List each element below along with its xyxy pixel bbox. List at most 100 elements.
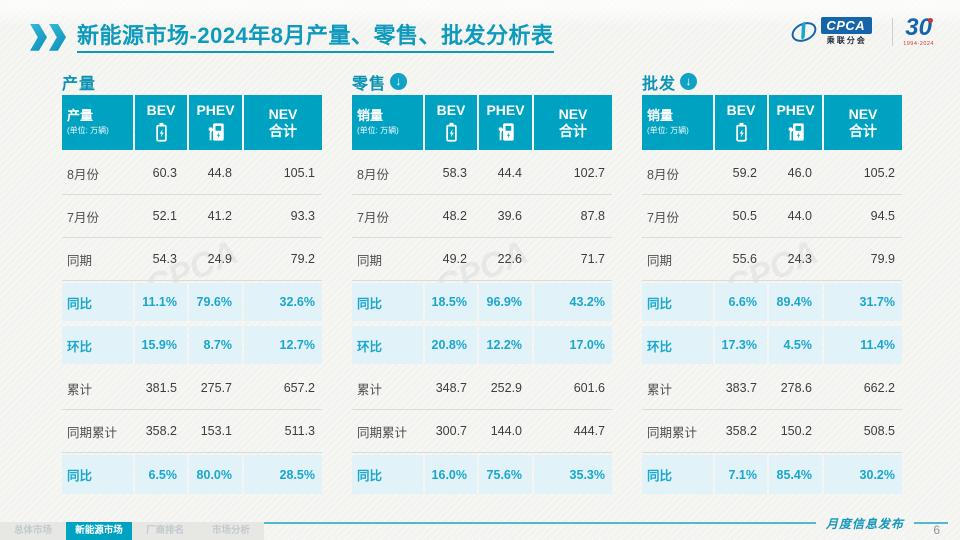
value-cell: 657.2	[283, 381, 315, 395]
value-cell: 144.0	[490, 424, 522, 438]
table-row: 7月份 48.2 39.6 87.8	[352, 195, 612, 238]
value-cell: 79.6%	[189, 281, 242, 323]
battery-icon	[155, 122, 167, 142]
cpca-name: 乘联分会	[826, 36, 867, 45]
footer-tab-4[interactable]: 市场分析	[198, 522, 264, 540]
footer-tab-2[interactable]: 新能源市场	[66, 522, 132, 540]
value-cell: 58.3	[442, 166, 467, 180]
value-cell: 18.5%	[425, 281, 477, 323]
metric-label: 销量	[357, 108, 384, 124]
table-row: 7月份 52.1 41.2 93.3	[62, 195, 322, 238]
total-column-label: NEV	[268, 106, 298, 123]
value-cell: 80.0%	[189, 453, 242, 496]
page-title-topic: 新能源市场	[77, 23, 190, 48]
value-cell: 48.2	[442, 209, 467, 223]
table-wholesale: CPCA 批发 ↓ 销量 (单位: 万辆) BEV PHEV NEV 合计 8月份 59.2 46.0…	[642, 71, 902, 496]
header-cell-phev: PHEV	[189, 95, 242, 150]
metric-label: 销量	[647, 108, 674, 124]
value-cell: 102.7	[573, 166, 605, 180]
table-row: 同比 7.1% 85.4% 30.2%	[642, 453, 902, 496]
table-row: 同比 6.5% 80.0% 28.5%	[62, 453, 322, 496]
row-label: 同期累计	[357, 425, 408, 440]
table-header-row: 销量 (单位: 万辆) BEV PHEV NEV 合计	[642, 95, 902, 150]
row-label: 同比	[642, 453, 713, 496]
charger-icon	[788, 122, 804, 141]
value-cell: 55.6	[732, 252, 757, 266]
header-cell-phev: PHEV	[769, 95, 822, 150]
value-cell: 52.1	[152, 209, 177, 223]
metric-unit: (单位: 万辆)	[67, 126, 109, 136]
value-cell: 32.6%	[244, 281, 322, 323]
value-cell: 381.5	[145, 381, 177, 395]
page-title: 新能源市场-2024年8月产量、零售、批发分析表	[77, 22, 554, 53]
publication-label: 月度信息发布	[825, 516, 904, 531]
table-row: 同期 55.6 24.3 79.9	[642, 238, 902, 281]
value-cell: 28.5%	[244, 453, 322, 496]
total-column-label: 合计	[849, 122, 877, 139]
value-cell: 44.8	[207, 166, 232, 180]
logo-divider	[892, 17, 894, 46]
column-label: PHEV	[486, 102, 525, 119]
section-title-wholesale: 批发 ↓	[642, 71, 902, 93]
cpca-acronym: CPCA	[821, 17, 873, 34]
anniversary-logo: 30 1994-2024	[903, 16, 934, 48]
charger-icon	[208, 122, 224, 141]
footer-tab-1[interactable]: 总体市场	[0, 522, 66, 540]
footer-tab-3[interactable]: 厂商排名	[132, 522, 198, 540]
row-label: 同比	[62, 281, 133, 323]
total-column-label: 合计	[559, 122, 587, 139]
table-row: 7月份 50.5 44.0 94.5	[642, 195, 902, 238]
value-cell: 50.5	[732, 209, 757, 223]
header-cell-nev-total: NEV 合计	[534, 95, 612, 150]
table-row: 累计 348.7 252.9 601.6	[352, 367, 612, 410]
value-cell: 153.1	[200, 424, 232, 438]
value-cell: 6.5%	[135, 453, 187, 496]
value-cell: 31.7%	[824, 281, 902, 323]
table-row: 环比 15.9% 8.7% 12.7%	[62, 324, 322, 367]
table-header-row: 销量 (单位: 万辆) BEV PHEV NEV 合计	[352, 95, 612, 150]
value-cell: 44.4	[497, 166, 522, 180]
table-row: 8月份 59.2 46.0 105.2	[642, 152, 902, 195]
table-production: CPCA 产量 产量 (单位: 万辆) BEV PHEV NEV 合计 8月份 60.3 44.8 1…	[62, 71, 322, 496]
row-label: 7月份	[67, 210, 99, 225]
row-label: 累计	[67, 382, 93, 397]
row-label: 8月份	[647, 167, 679, 182]
row-label: 累计	[647, 382, 673, 397]
column-label: BEV	[436, 102, 466, 119]
row-label: 同比	[352, 453, 423, 496]
value-cell: 43.2%	[534, 281, 612, 323]
value-cell: 383.7	[725, 381, 757, 395]
header-cell-bev: BEV	[135, 95, 187, 150]
row-label: 同比	[642, 281, 713, 323]
table-row: 累计 381.5 275.7 657.2	[62, 367, 322, 410]
charger-icon	[498, 122, 514, 141]
row-label: 环比	[642, 324, 713, 366]
value-cell: 348.7	[435, 381, 467, 395]
value-cell: 11.1%	[135, 281, 187, 323]
table-row: 同期 49.2 22.6 71.7	[352, 238, 612, 281]
section-title-label: 零售	[352, 75, 387, 93]
table-row: 环比 17.3% 4.5% 11.4%	[642, 324, 902, 367]
value-cell: 12.7%	[244, 324, 322, 366]
header-cell-metric: 销量 (单位: 万辆)	[352, 95, 423, 150]
row-label: 同比	[62, 453, 133, 496]
value-cell: 87.8	[580, 209, 605, 223]
value-cell: 358.2	[145, 424, 177, 438]
value-cell: 44.0	[787, 209, 812, 223]
row-label: 8月份	[357, 167, 389, 182]
down-arrow-icon: ↓	[680, 73, 698, 90]
column-label: BEV	[726, 102, 756, 119]
column-label: PHEV	[776, 102, 815, 119]
metric-label: 产量	[67, 108, 94, 124]
value-cell: 17.0%	[534, 324, 612, 366]
value-cell: 85.4%	[769, 453, 822, 496]
header-cell-phev: PHEV	[479, 95, 532, 150]
value-cell: 300.7	[435, 424, 467, 438]
page-number: 6	[933, 523, 940, 537]
battery-icon	[445, 122, 457, 142]
table-row: 8月份 58.3 44.4 102.7	[352, 152, 612, 195]
row-label: 同期累计	[67, 425, 118, 440]
value-cell: 12.2%	[479, 324, 532, 366]
value-cell: 60.3	[152, 166, 177, 180]
